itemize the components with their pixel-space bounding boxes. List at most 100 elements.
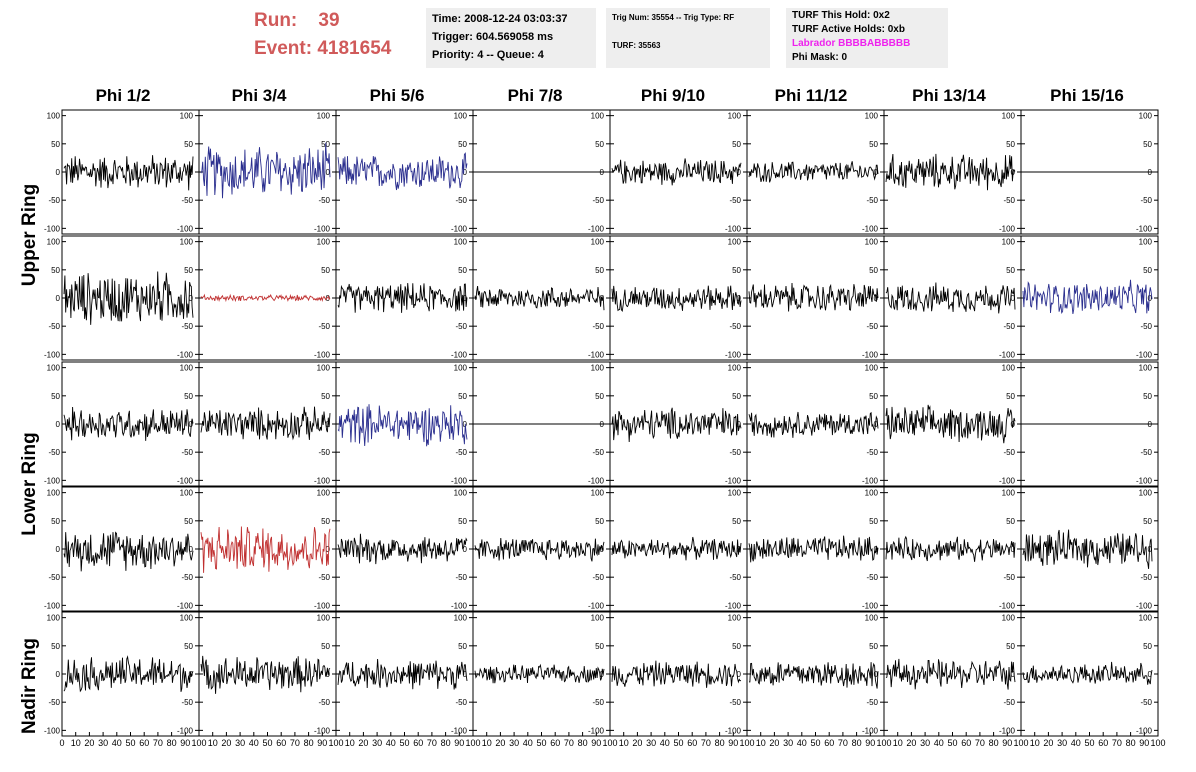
waveform-trace [200,655,331,694]
waveform-trace [611,407,742,443]
x-tick-label: 100 [876,738,891,748]
x-tick-label: 30 [509,738,519,748]
y-tick-label: 0 [1148,670,1153,679]
y-tick-label: 100 [865,614,879,623]
y-tick-label: -100 [862,350,879,359]
y-tick-label: -100 [725,350,742,359]
y-tick-label: -50 [48,322,60,331]
y-tick-label: 50 [1143,266,1152,275]
y-tick-label: -100 [451,224,468,233]
y-tick-label: 50 [1006,266,1015,275]
y-tick-label: 100 [1139,364,1153,373]
run-event-box: Run: 39 Event: 4181654 [254,8,414,68]
y-tick-label: 0 [1148,294,1153,303]
phi-column-label: Phi 15/16 [1050,86,1124,105]
waveform-trace [474,663,605,684]
y-tick-label: -50 [592,573,604,582]
x-tick-label: 90 [180,738,190,748]
y-tick-label: -100 [314,476,331,485]
waveform-trace [885,535,1016,562]
y-tick-label: -50 [866,196,878,205]
trig-num-text: Trig Num: 35554 -- Trig Type: RF [612,13,735,22]
y-tick-label: -100 [588,476,605,485]
turf-active-text: TURF Active Holds: 0xb [792,24,905,35]
y-tick-label: -50 [592,196,604,205]
x-tick-label: 70 [701,738,711,748]
y-tick-label: 100 [1002,614,1016,623]
y-tick-label: -50 [1140,698,1152,707]
y-tick-label: 0 [1011,545,1016,554]
y-tick-label: -100 [725,726,742,735]
waveform-trace [748,411,879,438]
y-tick-label: -50 [318,448,330,457]
x-tick-label: 80 [1126,738,1136,748]
y-tick-label: -50 [48,448,60,457]
y-tick-label: -50 [181,322,193,331]
x-tick-label: 80 [989,738,999,748]
x-tick-label: 90 [865,738,875,748]
x-tick-label: 30 [1057,738,1067,748]
phi-column-label: Phi 3/4 [231,86,287,105]
x-tick-label: 10 [482,738,492,748]
y-tick-label: -50 [48,698,60,707]
y-tick-label: 50 [1006,140,1015,149]
x-tick-label: 20 [769,738,779,748]
y-tick-label: -100 [862,224,879,233]
y-tick-label: 50 [184,266,193,275]
trigger-text: Trigger: 604.569058 ms [432,31,554,43]
x-tick-label: 10 [893,738,903,748]
y-tick-label: 100 [728,112,742,121]
waveform-trace [337,283,468,313]
y-tick-label: 50 [869,392,878,401]
y-tick-label: 100 [454,238,468,247]
x-tick-label: 70 [290,738,300,748]
y-tick-label: -100 [314,601,331,610]
x-tick-label: 50 [399,738,409,748]
y-tick-label: -50 [455,448,467,457]
y-tick-label: 100 [591,489,605,498]
y-tick-label: 0 [463,168,468,177]
y-tick-label: -50 [318,573,330,582]
y-tick-label: -100 [1136,726,1153,735]
y-tick-label: -50 [1003,322,1015,331]
y-tick-label: 50 [51,517,60,526]
y-tick-label: -100 [999,601,1016,610]
y-tick-label: 0 [463,545,468,554]
y-tick-label: 100 [728,238,742,247]
x-tick-label: 90 [728,738,738,748]
x-tick-label: 100 [739,738,754,748]
x-tick-label: 10 [345,738,355,748]
y-tick-label: 0 [56,545,61,554]
time-text: Time: 2008-12-24 03:03:37 [432,13,568,25]
y-tick-label: -50 [181,698,193,707]
y-tick-label: 50 [458,140,467,149]
y-tick-label: -50 [318,322,330,331]
x-tick-label: 40 [934,738,944,748]
y-tick-label: 50 [184,140,193,149]
y-tick-label: 50 [732,517,741,526]
x-tick-label: 10 [1030,738,1040,748]
y-tick-label: 0 [737,670,742,679]
phi-mask-text: Phi Mask: 0 [792,52,848,63]
y-tick-label: 100 [591,364,605,373]
y-tick-label: 50 [1143,642,1152,651]
trig-info-box: Trig Num: 35554 -- Trig Type: RF TURF: 3… [606,8,770,68]
y-tick-label: -100 [588,601,605,610]
y-tick-label: -100 [177,726,194,735]
y-tick-label: 50 [51,266,60,275]
y-tick-label: 50 [321,392,330,401]
y-tick-label: -50 [729,322,741,331]
x-tick-label: 20 [1043,738,1053,748]
x-tick-label: 90 [317,738,327,748]
x-tick-label: 60 [687,738,697,748]
x-tick-label: 60 [961,738,971,748]
x-tick-label: 30 [235,738,245,748]
waveform-trace [885,282,1016,314]
x-tick-label: 60 [824,738,834,748]
turf-hold-text: TURF This Hold: 0x2 [792,10,890,21]
x-tick-label: 100 [191,738,206,748]
y-tick-label: -50 [1003,196,1015,205]
y-tick-label: 0 [326,294,331,303]
x-tick-label: 100 [465,738,480,748]
y-tick-label: 50 [595,517,604,526]
